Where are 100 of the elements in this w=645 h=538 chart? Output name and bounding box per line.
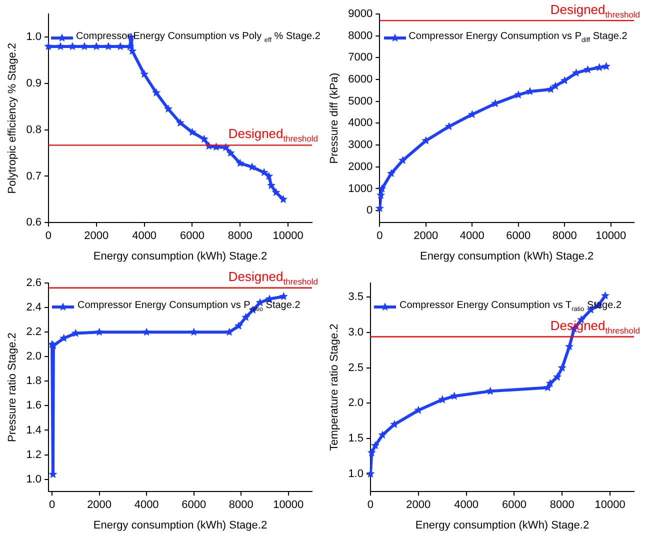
x-tick-label: 6000 bbox=[182, 499, 206, 512]
y-tick-label: 4000 bbox=[348, 117, 373, 130]
point bbox=[366, 469, 375, 478]
point bbox=[422, 136, 430, 144]
point bbox=[546, 84, 556, 93]
y-tick-label: 2000 bbox=[348, 160, 373, 173]
point bbox=[602, 62, 611, 70]
y-tick-label: 1000 bbox=[348, 182, 373, 195]
y-axis-title: Pressure diff (kPa) bbox=[328, 72, 341, 164]
point bbox=[367, 448, 376, 456]
y-tick-label: 1.0 bbox=[26, 473, 42, 486]
x-tick-label: 0 bbox=[48, 499, 56, 512]
x-tick-label: 10000 bbox=[594, 499, 626, 512]
x-tick-label: 6000 bbox=[502, 499, 526, 512]
y-tick-label: 0.9 bbox=[26, 78, 42, 90]
ref-line-label: Designed$_{threshold}$ bbox=[228, 268, 318, 287]
y-tick-label: 2.0 bbox=[348, 397, 364, 410]
point bbox=[164, 104, 173, 113]
point bbox=[68, 42, 77, 50]
point bbox=[272, 188, 280, 196]
point bbox=[560, 76, 569, 84]
x-axis-title: Energy consumption (kWh) Stage.2 bbox=[93, 250, 268, 262]
x-tick-label: 6000 bbox=[180, 230, 204, 242]
point bbox=[371, 441, 380, 450]
point bbox=[92, 42, 101, 50]
x-tick-label: 8000 bbox=[552, 230, 577, 242]
y-tick-label: 0.8 bbox=[26, 124, 42, 136]
legend-label: Compressor Energy Consumption vs P$_{diff}$ Stage.2 bbox=[408, 31, 628, 44]
x-tick-label: 2000 bbox=[414, 230, 438, 242]
point bbox=[386, 168, 396, 178]
y-tick-label: 2.4 bbox=[26, 302, 42, 314]
y-tick-label: 1.8 bbox=[26, 375, 42, 388]
y-tick-label: 2.0 bbox=[26, 350, 42, 363]
ref-line-label: Designed$_{threshold}$ bbox=[550, 2, 640, 20]
point bbox=[565, 342, 574, 350]
point bbox=[188, 128, 197, 136]
x-tick-label: 2000 bbox=[406, 499, 431, 512]
point bbox=[116, 42, 125, 50]
y-tick-label: 3000 bbox=[348, 139, 373, 152]
point bbox=[140, 70, 149, 78]
x-tick-label: 10000 bbox=[596, 230, 626, 242]
y-tick-label: 7000 bbox=[348, 52, 373, 64]
point bbox=[56, 42, 65, 50]
y-tick-label: 2.5 bbox=[348, 362, 364, 374]
point bbox=[551, 82, 560, 90]
x-tick-label: 0 bbox=[376, 230, 383, 242]
y-tick-label: 0 bbox=[366, 204, 373, 217]
point bbox=[546, 378, 554, 388]
point bbox=[266, 181, 276, 190]
point bbox=[142, 328, 151, 336]
x-tick-label: 10000 bbox=[272, 230, 304, 242]
y-tick-label: 3.0 bbox=[348, 326, 364, 339]
point bbox=[71, 328, 80, 337]
point bbox=[398, 156, 408, 164]
point bbox=[95, 328, 104, 336]
y-axis-title: Temperature ratio Stage.2 bbox=[328, 324, 341, 451]
point bbox=[378, 184, 386, 192]
y-tick-label: 1.6 bbox=[26, 400, 42, 412]
x-tick-label: 6000 bbox=[506, 230, 531, 242]
point bbox=[104, 42, 113, 50]
y-tick-label: 8000 bbox=[348, 30, 373, 42]
point bbox=[558, 363, 566, 372]
x-tick-label: 4000 bbox=[454, 499, 479, 512]
point bbox=[190, 328, 198, 336]
point bbox=[278, 194, 288, 204]
x-tick-label: 4000 bbox=[460, 230, 484, 242]
x-tick-label: 8000 bbox=[228, 230, 252, 242]
point bbox=[176, 118, 185, 127]
point bbox=[226, 148, 235, 157]
x-axis-title: Energy consumption (kWh) Stage.2 bbox=[93, 519, 268, 532]
x-tick-label: 0 bbox=[45, 230, 52, 242]
point bbox=[600, 291, 610, 300]
y-axis-title: Polytropic efficiency % Stage.2 bbox=[6, 42, 19, 194]
point bbox=[225, 328, 234, 336]
y-tick-label: 1.2 bbox=[26, 448, 42, 461]
y-tick-label: 1.0 bbox=[348, 468, 364, 480]
point bbox=[242, 312, 250, 321]
point bbox=[80, 42, 89, 50]
y-tick-label: 1.5 bbox=[348, 432, 364, 445]
y-tick-label: 1.4 bbox=[26, 424, 42, 436]
point bbox=[234, 321, 244, 330]
y-tick-label: 5000 bbox=[348, 95, 373, 108]
y-tick-label: 1.0 bbox=[26, 31, 42, 44]
point bbox=[152, 88, 161, 96]
y-tick-label: 0.6 bbox=[26, 216, 42, 229]
x-tick-label: 4000 bbox=[132, 230, 157, 242]
x-axis-title: Energy consumption (kWh) Stage.2 bbox=[420, 250, 594, 262]
point bbox=[264, 172, 274, 180]
x-tick-label: 2000 bbox=[87, 499, 112, 512]
point bbox=[236, 158, 244, 167]
point bbox=[375, 204, 384, 212]
x-tick-label: 8000 bbox=[228, 499, 254, 512]
y-tick-label: 2.6 bbox=[26, 277, 42, 290]
point bbox=[543, 383, 552, 392]
x-tick-label: 2000 bbox=[84, 230, 109, 242]
point bbox=[553, 372, 562, 381]
point bbox=[378, 430, 387, 439]
point bbox=[279, 292, 288, 300]
x-tick-label: 4000 bbox=[134, 499, 159, 512]
y-tick-label: 2.2 bbox=[26, 326, 42, 338]
